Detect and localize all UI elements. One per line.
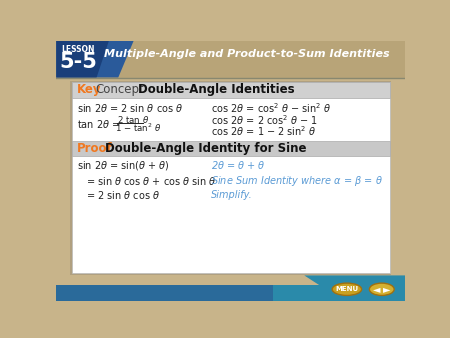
FancyBboxPatch shape: [72, 82, 390, 98]
Text: Concept: Concept: [95, 83, 144, 96]
Ellipse shape: [332, 283, 362, 295]
FancyBboxPatch shape: [72, 141, 390, 156]
Text: Double-Angle Identity for Sine: Double-Angle Identity for Sine: [105, 142, 306, 155]
Text: cos 2$\theta$ = 2 cos$^2$ $\theta$ $-$ 1: cos 2$\theta$ = 2 cos$^2$ $\theta$ $-$ 1: [211, 113, 319, 127]
Text: = sin $\theta$ cos $\theta$ + cos $\theta$ sin $\theta$: = sin $\theta$ cos $\theta$ + cos $\thet…: [86, 175, 216, 187]
FancyBboxPatch shape: [56, 285, 405, 301]
Text: Double-Angle Identities: Double-Angle Identities: [138, 83, 294, 96]
Text: 2 tan $\theta$: 2 tan $\theta$: [117, 114, 150, 125]
Polygon shape: [56, 41, 109, 77]
FancyBboxPatch shape: [56, 41, 405, 77]
Text: Multiple-Angle and Product-to-Sum Identities: Multiple-Angle and Product-to-Sum Identi…: [104, 49, 390, 59]
Text: cos 2$\theta$ = 1 $-$ 2 sin$^2$ $\theta$: cos 2$\theta$ = 1 $-$ 2 sin$^2$ $\theta$: [211, 124, 317, 138]
Text: Proof: Proof: [77, 142, 113, 155]
Text: = 2 sin $\theta$ cos $\theta$: = 2 sin $\theta$ cos $\theta$: [86, 189, 160, 200]
Text: LESSON: LESSON: [61, 45, 94, 54]
FancyBboxPatch shape: [72, 82, 390, 273]
Text: Key: Key: [77, 83, 102, 96]
Text: 5-5: 5-5: [59, 52, 97, 72]
FancyBboxPatch shape: [273, 285, 405, 301]
Text: sin 2$\theta$ = 2 sin $\theta$ cos $\theta$: sin 2$\theta$ = 2 sin $\theta$ cos $\the…: [77, 102, 184, 114]
Text: 2$\theta$ = $\theta$ + $\theta$: 2$\theta$ = $\theta$ + $\theta$: [211, 159, 266, 171]
Text: ◄: ◄: [373, 284, 380, 294]
Polygon shape: [56, 41, 134, 77]
Text: tan 2$\theta$ =: tan 2$\theta$ =: [77, 118, 121, 130]
Text: Sine Sum Identity where $\alpha$ = $\beta$ = $\theta$: Sine Sum Identity where $\alpha$ = $\bet…: [211, 174, 383, 188]
Text: MENU: MENU: [335, 286, 359, 292]
Polygon shape: [304, 275, 405, 285]
Text: Simplify.: Simplify.: [211, 190, 253, 199]
FancyBboxPatch shape: [70, 80, 391, 275]
Text: cos 2$\theta$ = cos$^2$ $\theta$ $-$ sin$^2$ $\theta$: cos 2$\theta$ = cos$^2$ $\theta$ $-$ sin…: [211, 101, 332, 115]
FancyBboxPatch shape: [56, 275, 405, 301]
Text: sin 2$\theta$ = sin($\theta$ + $\theta$): sin 2$\theta$ = sin($\theta$ + $\theta$): [77, 159, 170, 172]
Ellipse shape: [369, 283, 394, 295]
Text: ►: ►: [383, 284, 391, 294]
Text: 1 $-$ tan$^2$ $\theta$: 1 $-$ tan$^2$ $\theta$: [115, 121, 162, 134]
